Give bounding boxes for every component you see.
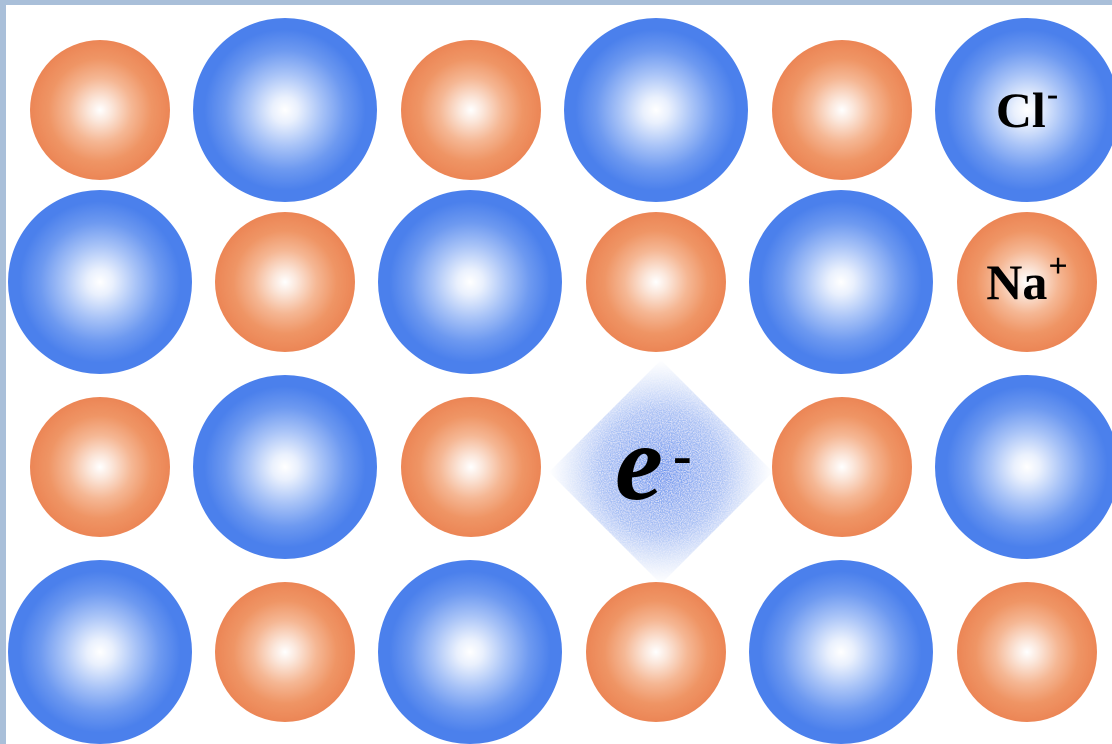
chloride-ion-labeled: Cl- (935, 18, 1112, 202)
electron-cloud (549, 360, 773, 584)
chloride-ion (749, 560, 933, 744)
lattice-diagram: Cl- Na+ e- (6, 5, 1112, 744)
sodium-ion (586, 582, 726, 722)
sodium-ion-labeled: Na+ (957, 212, 1097, 352)
chloride-ion (193, 375, 377, 559)
electron-label: e- (615, 404, 692, 523)
chloride-ion (8, 560, 192, 744)
sodium-ion (401, 40, 541, 180)
chloride-ion (564, 18, 748, 202)
sodium-ion (30, 40, 170, 180)
sodium-ion (30, 397, 170, 537)
chloride-ion (378, 560, 562, 744)
chloride-ion (8, 190, 192, 374)
sodium-ion (957, 582, 1097, 722)
sodium-ion (215, 212, 355, 352)
sodium-ion (215, 582, 355, 722)
sodium-ion (401, 397, 541, 537)
sodium-ion (586, 212, 726, 352)
chloride-ion (378, 190, 562, 374)
sodium-label: Na+ (986, 248, 1068, 310)
chloride-label: Cl- (995, 76, 1059, 138)
sodium-ion (772, 40, 912, 180)
chloride-ion (749, 190, 933, 374)
sodium-ion (772, 397, 912, 537)
chloride-ion (193, 18, 377, 202)
chloride-ion (935, 375, 1112, 559)
